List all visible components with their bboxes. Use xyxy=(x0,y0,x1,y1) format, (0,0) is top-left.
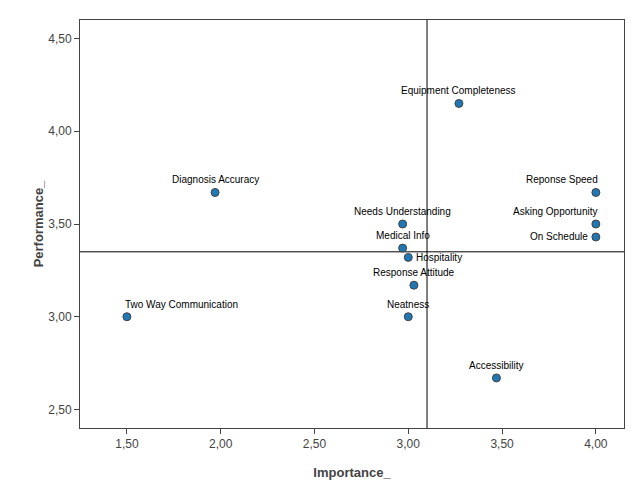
svg-text:On Schedule: On Schedule xyxy=(530,231,588,242)
svg-text:2,00: 2,00 xyxy=(209,437,233,451)
svg-text:Two Way Communication: Two Way Communication xyxy=(125,299,238,310)
svg-text:2,50: 2,50 xyxy=(303,437,327,451)
svg-text:Asking Opportunity: Asking Opportunity xyxy=(513,206,598,217)
svg-text:Equipment Completeness: Equipment Completeness xyxy=(401,85,516,96)
svg-text:Importance_: Importance_ xyxy=(313,465,391,480)
svg-text:3,00: 3,00 xyxy=(397,437,421,451)
svg-text:Neatness: Neatness xyxy=(387,299,429,310)
svg-text:Medical Info: Medical Info xyxy=(376,230,430,241)
svg-text:Reponse Speed: Reponse Speed xyxy=(526,174,598,185)
svg-text:3,50: 3,50 xyxy=(490,437,514,451)
svg-text:4,00: 4,00 xyxy=(48,124,72,138)
svg-text:Performance_: Performance_ xyxy=(31,180,46,267)
svg-text:Hospitality: Hospitality xyxy=(416,252,462,263)
svg-text:Diagnosis Accuracy: Diagnosis Accuracy xyxy=(172,174,259,185)
svg-text:3,50: 3,50 xyxy=(48,217,72,231)
svg-text:4,00: 4,00 xyxy=(584,437,608,451)
svg-text:Needs Understanding: Needs Understanding xyxy=(354,206,451,217)
svg-text:1,50: 1,50 xyxy=(115,437,139,451)
svg-text:3,00: 3,00 xyxy=(48,310,72,324)
svg-text:Accessibility: Accessibility xyxy=(469,360,523,371)
svg-text:2,50: 2,50 xyxy=(48,403,72,417)
svg-text:Response Attitude: Response Attitude xyxy=(373,267,455,278)
svg-text:4,50: 4,50 xyxy=(48,32,72,46)
